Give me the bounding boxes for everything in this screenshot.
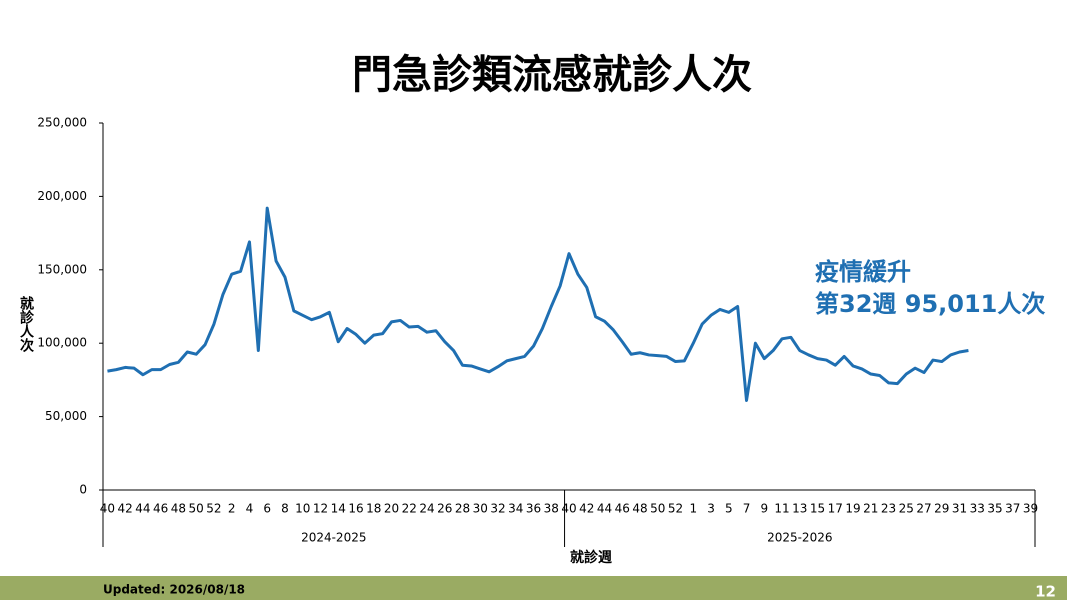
- x-tick-label: 50: [189, 502, 204, 516]
- chart-title: 門急診類流感就診人次: [352, 52, 752, 98]
- x-axis-label: 就診週: [570, 549, 612, 566]
- x-tick-label: 32: [490, 502, 505, 516]
- group-label: 2025-2026: [767, 531, 832, 545]
- x-tick-label: 34: [508, 502, 523, 516]
- y-tick-label: 200,000: [37, 189, 87, 203]
- footer-bar: [0, 576, 1067, 600]
- x-tick-label: 35: [987, 502, 1002, 516]
- x-tick-label: 9: [760, 502, 768, 516]
- x-tick-label: 38: [544, 502, 559, 516]
- x-tick-label: 11: [774, 502, 789, 516]
- data-line: [107, 206, 969, 402]
- x-tick-label: 21: [863, 502, 878, 516]
- x-tick-label: 4: [246, 502, 254, 516]
- annotation: 第32週 95,011人次: [815, 290, 1045, 318]
- x-tick-label: 46: [615, 502, 630, 516]
- x-tick-label: 28: [455, 502, 470, 516]
- x-tick-label: 37: [1005, 502, 1020, 516]
- x-tick-label: 20: [384, 502, 399, 516]
- y-tick-label: 150,000: [37, 262, 87, 276]
- x-tick-label: 33: [970, 502, 985, 516]
- x-tick-label: 36: [526, 502, 541, 516]
- x-tick-label: 23: [881, 502, 896, 516]
- x-tick-label: 40: [100, 502, 115, 516]
- annotation: 疫情緩升: [815, 258, 911, 286]
- x-tick-label: 10: [295, 502, 310, 516]
- x-tick-label: 6: [263, 502, 271, 516]
- x-tick-label: 46: [153, 502, 168, 516]
- y-axis-label: 就診人次: [18, 295, 34, 353]
- x-tick-label: 44: [597, 502, 612, 516]
- x-tick-label: 52: [206, 502, 221, 516]
- x-tick-label: 39: [1023, 502, 1038, 516]
- x-tick-label: 26: [437, 502, 452, 516]
- x-tick-label: 25: [899, 502, 914, 516]
- group-label: 2024-2025: [301, 531, 366, 545]
- x-tick-label: 5: [725, 502, 733, 516]
- x-tick-label: 17: [828, 502, 843, 516]
- page-number: 12: [1035, 583, 1056, 600]
- x-tick-label: 7: [743, 502, 751, 516]
- y-tick-label: 250,000: [37, 116, 87, 130]
- y-tick-label: 100,000: [37, 336, 87, 350]
- x-tick-label: 18: [366, 502, 381, 516]
- x-tick-label: 29: [934, 502, 949, 516]
- y-tick-label: 50,000: [45, 409, 87, 423]
- x-tick-label: 2: [228, 502, 236, 516]
- x-tick-label: 24: [419, 502, 434, 516]
- x-tick-label: 42: [579, 502, 594, 516]
- x-tick-label: 16: [348, 502, 363, 516]
- x-tick-label: 48: [171, 502, 186, 516]
- x-tick-label: 1: [689, 502, 697, 516]
- x-tick-label: 42: [118, 502, 133, 516]
- x-tick-label: 52: [668, 502, 683, 516]
- x-tick-label: 14: [331, 502, 346, 516]
- x-tick-label: 40: [561, 502, 576, 516]
- x-tick-label: 48: [632, 502, 647, 516]
- x-tick-label: 27: [916, 502, 931, 516]
- y-tick-label: 0: [79, 483, 87, 497]
- x-tick-label: 8: [281, 502, 289, 516]
- x-tick-label: 50: [650, 502, 665, 516]
- x-tick-label: 3: [707, 502, 715, 516]
- x-tick-label: 44: [135, 502, 150, 516]
- x-tick-label: 31: [952, 502, 967, 516]
- x-tick-label: 12: [313, 502, 328, 516]
- x-tick-label: 30: [473, 502, 488, 516]
- x-tick-label: 22: [402, 502, 417, 516]
- x-tick-label: 15: [810, 502, 825, 516]
- x-tick-label: 19: [845, 502, 860, 516]
- updated-date: Updated: 2026/08/18: [103, 583, 245, 597]
- x-tick-label: 13: [792, 502, 807, 516]
